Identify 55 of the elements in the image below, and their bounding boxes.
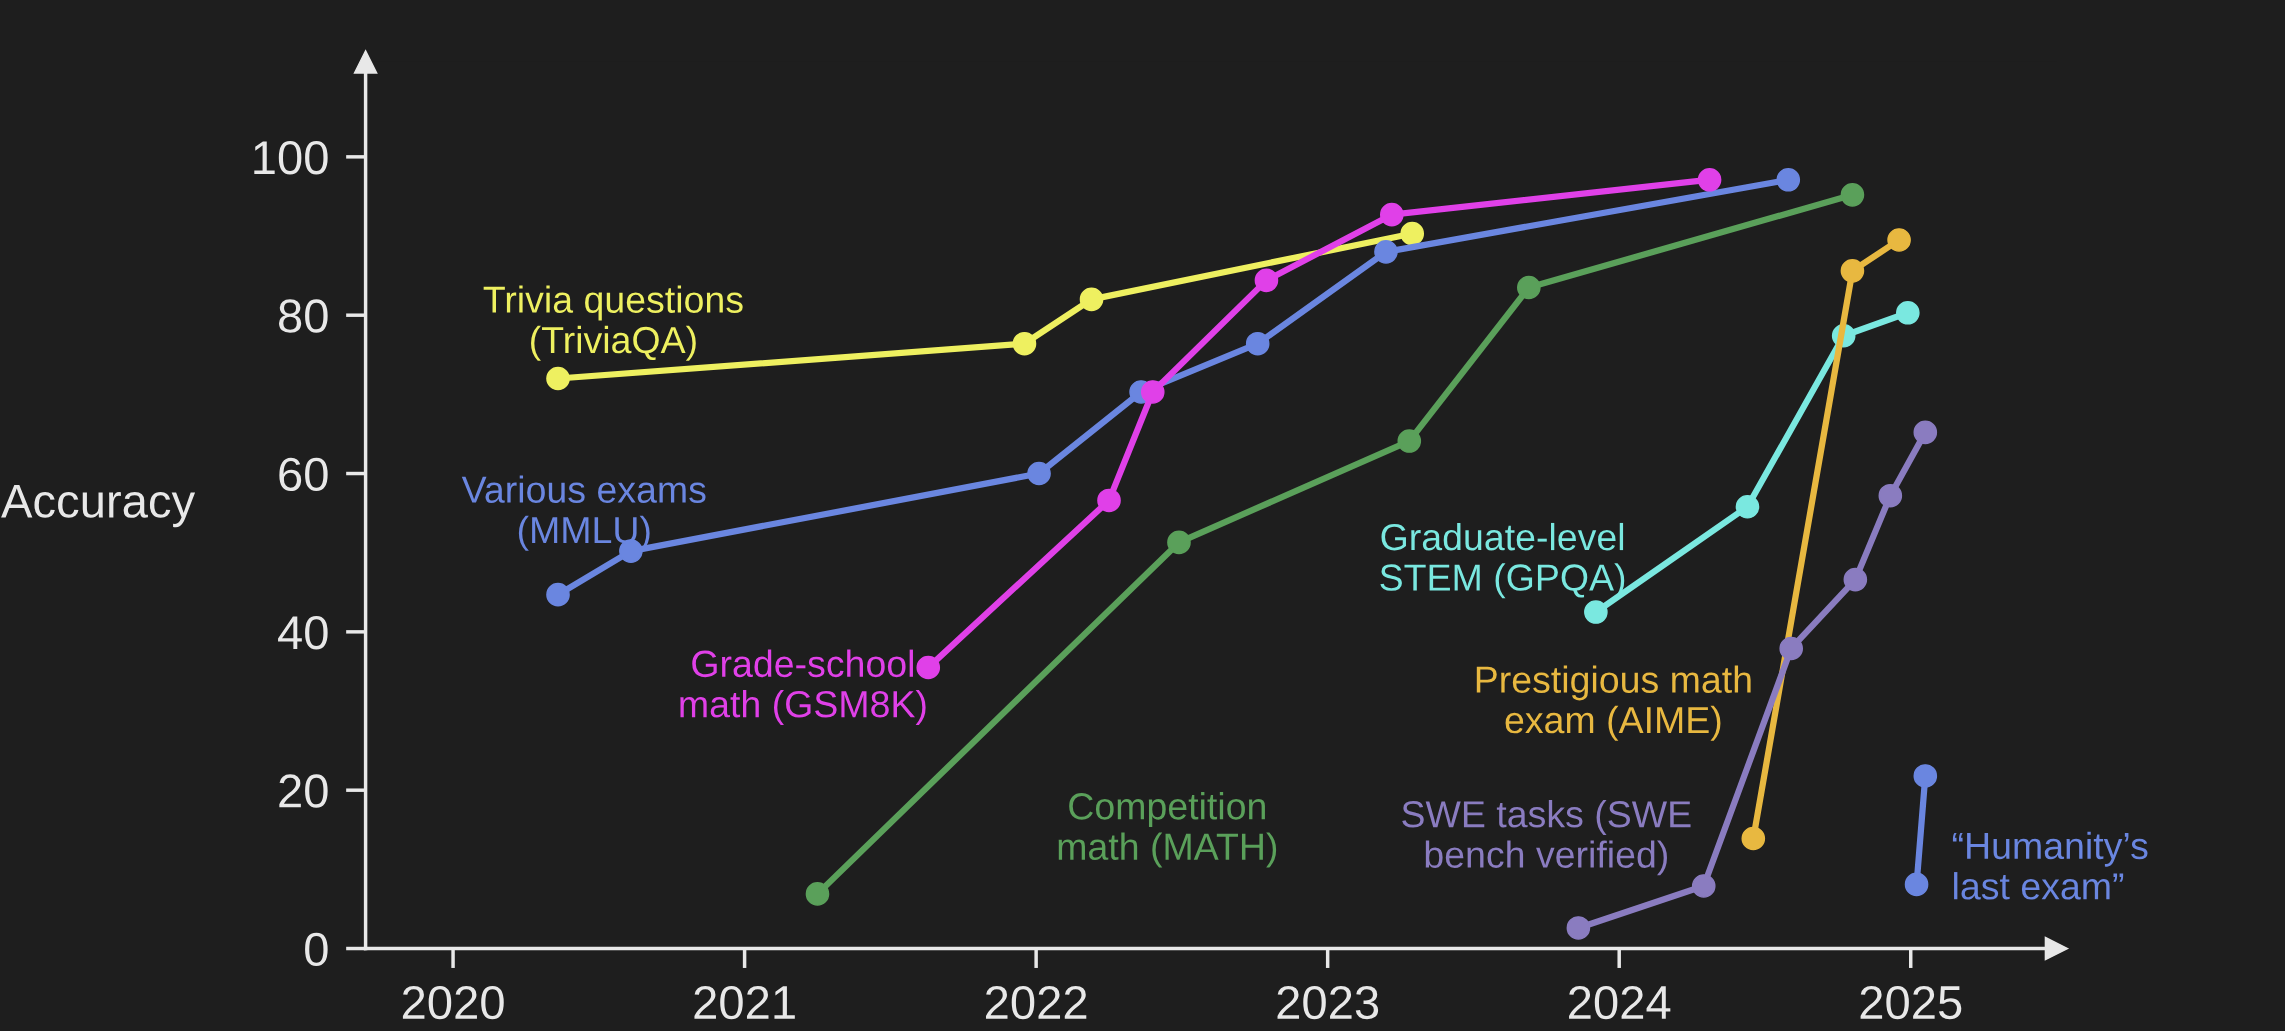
point — [1735, 494, 1760, 519]
point — [1012, 331, 1037, 356]
point — [1913, 420, 1938, 445]
point — [1254, 268, 1279, 293]
point — [1245, 331, 1270, 356]
y-tick-label: 20 — [279, 774, 328, 808]
point — [1887, 228, 1911, 252]
text: Competition math (MATH) — [1058, 792, 1277, 868]
point — [805, 882, 830, 906]
point — [546, 366, 570, 391]
point — [1097, 488, 1121, 513]
point — [1913, 764, 1938, 788]
y-tick-label: 60 — [279, 457, 328, 492]
point — [1584, 600, 1608, 624]
y-tick-label: 100 — [254, 141, 328, 175]
point — [1397, 429, 1422, 453]
y-tick-label: 40 — [278, 615, 328, 650]
series-label: “Humanity’s last exam” — [1952, 831, 2148, 900]
y-tick-label: 80 — [279, 299, 328, 333]
x-tick-label: 2020 — [402, 985, 504, 1020]
point — [1896, 301, 1920, 325]
point — [1741, 826, 1766, 851]
y-axis-title: Accuracy — [1, 484, 196, 528]
point — [1776, 168, 1801, 192]
x-tick-label: 2025 — [1860, 985, 1962, 1020]
series-label: Grade-school math (GSM8K) — [680, 649, 926, 725]
point — [1079, 287, 1104, 312]
point — [916, 655, 941, 680]
x-tick-label: 2021 — [694, 985, 795, 1020]
x-tick-label: 2022 — [985, 985, 1087, 1020]
series-label: Prestigious math exam (AIME) — [1476, 665, 1751, 741]
point — [1697, 168, 1722, 192]
point — [1167, 530, 1191, 555]
point — [1691, 874, 1716, 898]
point — [1779, 636, 1804, 661]
point — [1843, 567, 1868, 592]
y-tick-label: 0 — [305, 932, 328, 967]
point — [1027, 461, 1051, 486]
point — [1878, 483, 1903, 508]
series-label: SWE tasks (SWE bench verified) — [1402, 800, 1691, 876]
series-label: Various exams (MMLU) — [461, 475, 706, 551]
point — [1840, 259, 1865, 283]
x-tick-label: 2023 — [1277, 985, 1379, 1020]
point — [1400, 221, 1425, 246]
x-tick-label: 2024 — [1569, 985, 1671, 1020]
series-label: Graduate-level STEM (GPQA) — [1380, 522, 1625, 599]
point — [1374, 240, 1398, 264]
point — [1140, 380, 1165, 404]
series-label: Trivia questions (TriviaQA) — [483, 285, 743, 361]
point — [1566, 916, 1591, 940]
point — [1379, 202, 1404, 227]
point — [546, 582, 570, 607]
point — [1840, 183, 1865, 207]
point — [1517, 275, 1541, 300]
point — [1904, 872, 1929, 897]
